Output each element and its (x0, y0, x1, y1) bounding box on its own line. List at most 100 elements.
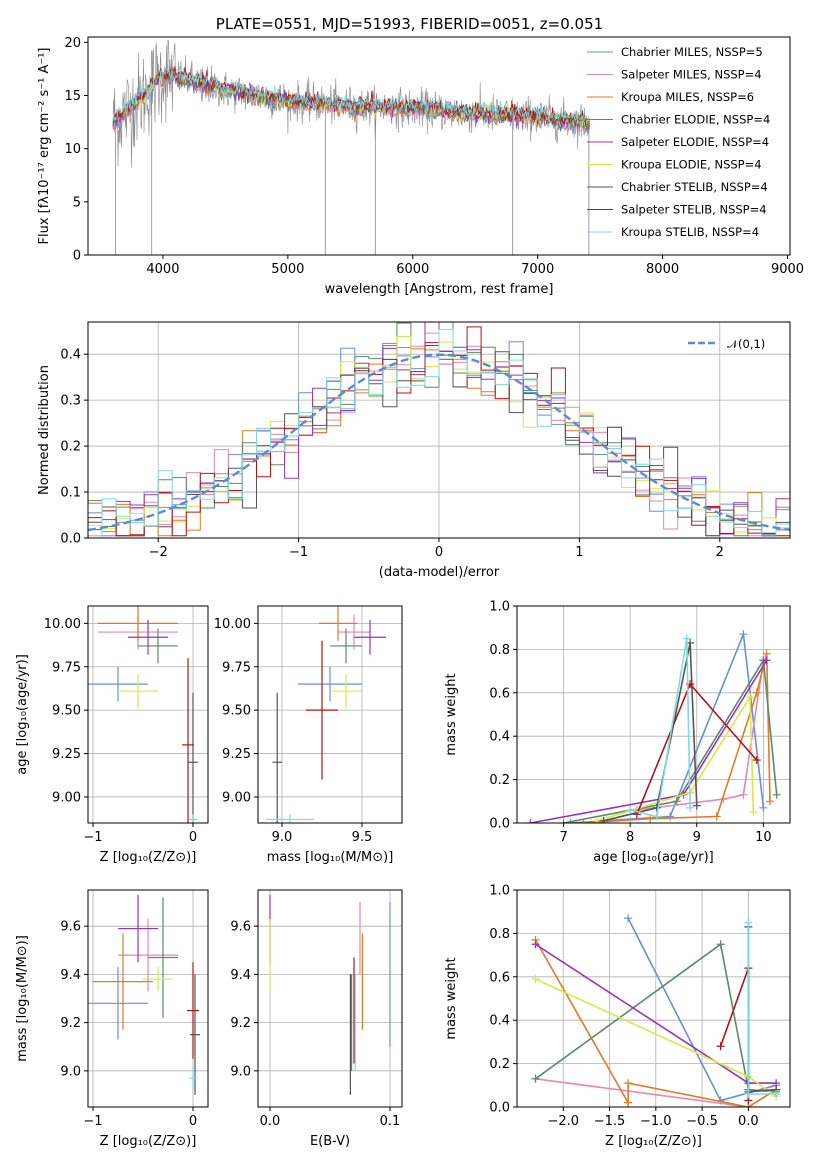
weight-marker (672, 797, 681, 806)
errorbar-kroupa-elodie (330, 673, 362, 709)
axes-age-vs-mass (254, 606, 402, 827)
x-tick-label: 4000 (146, 262, 179, 277)
weight-marker (624, 1079, 633, 1088)
weight-marker (692, 801, 701, 810)
x-tick-label: 0 (189, 1114, 197, 1129)
y-tick-label: 9.6 (60, 920, 81, 935)
x-axis-label: (data-model)/error (379, 565, 500, 580)
errorbar-chabrier-elodie (148, 897, 178, 1018)
axes-spectrum (84, 41, 789, 259)
y-tick-label: 10.00 (44, 617, 81, 632)
y-tick-label: 10.00 (214, 617, 251, 632)
y-axis-label: mass weight (444, 957, 459, 1039)
weight-marker (766, 797, 775, 806)
weight-line-salpeter-miles (636, 660, 765, 811)
x-tick-label: 9 (693, 830, 701, 845)
y-tick-label: 0.0 (60, 532, 81, 547)
frame-age-vs-Z (87, 605, 209, 824)
x-tick-label: 8 (626, 830, 634, 845)
hist-frame (87, 321, 791, 539)
errorbar-kroupa-miles (93, 933, 153, 1030)
y-tick-label: 9.00 (222, 790, 251, 805)
frame-mass-vs-Z (87, 889, 209, 1108)
weight-marker (626, 805, 635, 814)
weight-marker (744, 1089, 753, 1098)
errorbar-kroupa-stelib (266, 814, 314, 823)
errorbar-salpeter-miles (118, 918, 178, 992)
weight-marker (531, 974, 540, 983)
errorbar-salpeter-elodie (354, 619, 386, 655)
weight-marker (531, 1074, 540, 1083)
legend-label: Chabrier MILES, NSSP=5 (621, 45, 763, 59)
y-tick-label: 0.2 (60, 440, 81, 455)
y-tick-label: 0.2 (489, 1057, 510, 1072)
chart-title: PLATE=0551, MJD=51993, FIBERID=0051, z=0… (216, 15, 603, 33)
y-tick-label: 9.00 (52, 790, 81, 805)
y-tick-label: 15 (64, 89, 81, 104)
y-tick-label: 0.0 (489, 817, 510, 832)
y-tick-label: 9.50 (52, 704, 81, 719)
x-tick-label: 0.1 (380, 1114, 401, 1129)
errorbar-kroupa-miles (318, 606, 358, 641)
weight-marker (686, 803, 695, 812)
frame-weight-vs-Z (516, 889, 791, 1108)
weight-marker (772, 790, 781, 799)
y-tick-label: 0.4 (489, 1014, 510, 1029)
weight-marker (746, 693, 755, 702)
weight-marker (739, 630, 748, 639)
errorbar-salpeter-stelib (182, 658, 194, 823)
x-tick-label: 7 (559, 830, 567, 845)
y-tick-label: 0.4 (489, 730, 510, 745)
y-tick-label: 0.8 (489, 927, 510, 942)
errorbar-salpeter-elodie (128, 619, 168, 655)
y-tick-label: 1.0 (489, 884, 510, 899)
x-axis-label: age [log₁₀(age/yr)] (593, 850, 714, 865)
plot-area-mass-vs-ebv (269, 894, 391, 1095)
x-axis-label: mass [log₁₀(M/M⊙)] (267, 850, 394, 865)
weight-marker (666, 812, 675, 821)
axes-age-vs-Z (84, 606, 208, 827)
weight-marker (531, 940, 540, 949)
plot-area-age-vs-Z (88, 606, 198, 823)
errorbar-salpeter-stelib (306, 640, 338, 780)
normal-pdf-curve (88, 353, 790, 532)
frame-age-vs-mass (257, 605, 403, 824)
errorbar-salpeter-stelib (187, 962, 199, 1059)
errorbar-kroupa-stelib (189, 814, 197, 823)
x-tick-label: 1 (575, 545, 583, 560)
y-tick-label: 9.25 (222, 747, 251, 762)
y-tick-label: 0.6 (489, 970, 510, 985)
errorbar-chabrier-stelib (188, 692, 198, 823)
weight-marker (716, 940, 725, 949)
y-tick-label: 9.25 (52, 747, 81, 762)
weight-marker (579, 819, 588, 823)
weight-marker (624, 1098, 633, 1107)
y-axis-label: mass [log₁₀(M/M⊙)] (15, 935, 30, 1062)
legend-label: Kroupa STELIB, NSSP=4 (621, 225, 759, 239)
axes-mass-vs-ebv (254, 890, 402, 1111)
errorbar-kroupa-elodie (118, 673, 158, 709)
x-tick-label: 9.5 (352, 830, 373, 845)
plot-area-age-vs-mass (266, 606, 386, 823)
errorbar-chabrier-miles (298, 666, 362, 702)
x-tick-label: 0.0 (260, 1114, 281, 1129)
y-tick-label: 0 (73, 249, 81, 264)
y-tick-label: 9.4 (60, 968, 81, 983)
y-tick-label: 9.75 (52, 660, 81, 675)
weight-marker (749, 808, 758, 817)
legend-label: Salpeter ELODIE, NSSP=4 (621, 135, 769, 149)
weight-line-kroupa-stelib (630, 638, 691, 818)
weight-marker (752, 688, 761, 697)
x-tick-label: 10 (755, 830, 772, 845)
x-tick-label: 8000 (646, 262, 679, 277)
weight-marker (682, 634, 691, 643)
weight-marker (652, 812, 661, 821)
plot-area-weight-vs-age (526, 630, 781, 823)
y-tick-label: 9.4 (230, 968, 251, 983)
weight-marker (752, 756, 761, 765)
errorbar-kroupa-elodie (143, 967, 173, 992)
y-tick-label: 0.3 (60, 394, 81, 409)
x-axis-label: Z [log₁₀(Z/Z⊙)] (100, 850, 197, 865)
errorbar-chabrier-stelib (190, 974, 200, 1095)
